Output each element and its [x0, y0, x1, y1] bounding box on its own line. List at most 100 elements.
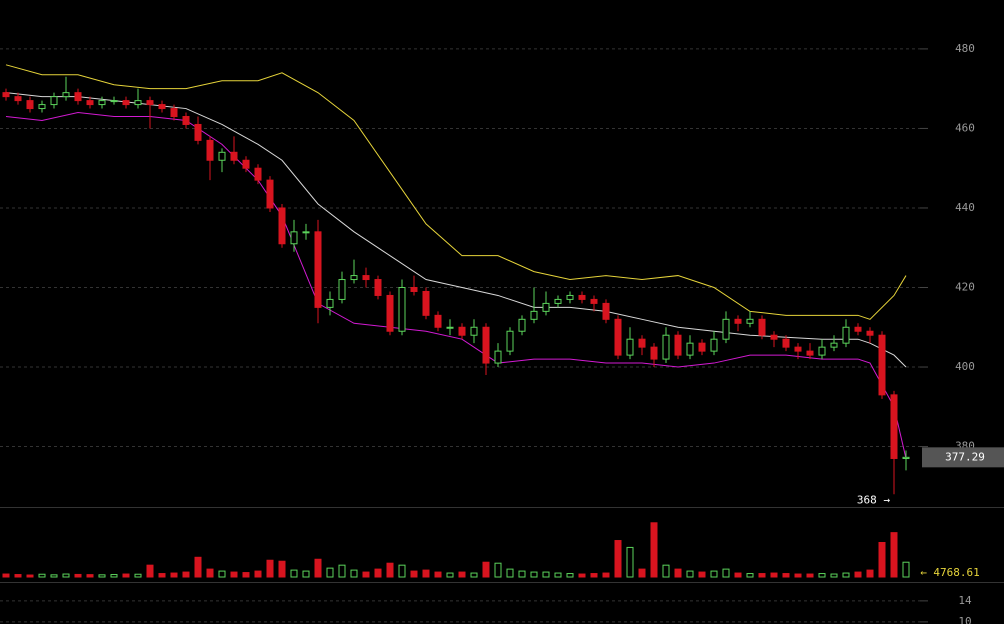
volume-bar [206, 568, 214, 578]
volume-bar [734, 572, 742, 578]
candle-body [242, 159, 250, 169]
candle-body [506, 330, 514, 352]
candle-body [902, 456, 910, 459]
volume-bar [230, 571, 238, 578]
volume-bar [662, 564, 670, 578]
volume-label: ← 4768.61 [920, 566, 980, 579]
volume-bar [374, 568, 382, 578]
volume-bar [254, 570, 262, 578]
volume-bar [698, 571, 706, 578]
candle-body [626, 338, 634, 356]
volume-bar [110, 574, 118, 578]
candle-body [842, 326, 850, 344]
y-tick-label: 400 [955, 360, 975, 373]
candle-body [170, 108, 178, 118]
low-annotation: 368 → [857, 493, 890, 506]
y-tick-label: 460 [955, 121, 975, 134]
volume-bar [482, 561, 490, 578]
volume-bar [326, 567, 334, 578]
candle-body [206, 139, 214, 161]
y-tick-label: 14 [958, 594, 972, 607]
candle-body [866, 330, 874, 336]
candle-body [50, 96, 58, 106]
volume-bar [746, 573, 754, 578]
candle-body [194, 123, 202, 141]
volume-bar [422, 569, 430, 578]
y-tick-label: 440 [955, 201, 975, 214]
candle-body [314, 231, 322, 308]
volume-bar [410, 570, 418, 578]
candle-body [578, 294, 586, 300]
volume-bar [902, 561, 910, 578]
volume-bar [758, 573, 766, 578]
volume-bar [614, 540, 622, 578]
candle-body [182, 116, 190, 125]
volume-bar [302, 570, 310, 578]
candle-body [2, 92, 10, 98]
volume-bar [626, 546, 634, 578]
candle-body [638, 338, 646, 348]
volume-bar [278, 560, 286, 578]
y-tick-label: 480 [955, 42, 975, 55]
volume-bar [710, 570, 718, 578]
volume-bar [878, 542, 886, 578]
volume-bar [890, 532, 898, 578]
volume-bar [86, 574, 94, 578]
candle-body [758, 318, 766, 336]
candle-body [350, 275, 358, 281]
volume-bar [170, 572, 178, 578]
volume-bar [806, 573, 814, 578]
candle-body [14, 96, 22, 102]
volume-bar [134, 573, 142, 578]
candle-body [830, 342, 838, 348]
candle-body [470, 326, 478, 336]
candle-body [818, 346, 826, 356]
volume-bar [338, 564, 346, 578]
candle-body [722, 318, 730, 340]
band-line [5, 64, 907, 320]
volume-bar [530, 571, 538, 578]
volume-bar [470, 572, 478, 578]
band-line [5, 92, 907, 368]
volume-bar [578, 573, 586, 578]
volume-bar [386, 562, 394, 578]
candle-body [890, 394, 898, 459]
candle-body [158, 104, 166, 110]
candle-body [698, 342, 706, 352]
volume-bar [50, 574, 58, 578]
volume-bar [854, 571, 862, 578]
volume-bar [554, 572, 562, 578]
candle-body [410, 286, 418, 292]
candle-body [650, 346, 658, 360]
y-tick-label: 10 [958, 615, 971, 624]
candle-body [446, 326, 454, 329]
candle-body [362, 275, 370, 281]
candle-body [782, 338, 790, 348]
candle-body [338, 279, 346, 300]
candle-body [218, 151, 226, 161]
candle-body [230, 151, 238, 161]
candle-body [794, 346, 802, 352]
candle-body [98, 100, 106, 106]
candle-body [878, 334, 886, 396]
volume-bar [122, 573, 130, 578]
volume-bar [650, 522, 658, 578]
volume-bar [674, 568, 682, 578]
candle-body [74, 92, 82, 102]
candle-body [38, 104, 46, 110]
candle-body [302, 231, 310, 234]
volume-bar [866, 569, 874, 578]
volume-bar [830, 573, 838, 578]
candle-body [374, 279, 382, 296]
volume-bar [638, 568, 646, 578]
last-price: 377.29 [945, 450, 985, 463]
volume-bar [782, 573, 790, 578]
volume-bar [98, 574, 106, 578]
candle-body [614, 318, 622, 356]
candle-body [434, 314, 442, 328]
volume-bar [218, 570, 226, 578]
volume-bar [362, 571, 370, 578]
candle-body [710, 338, 718, 352]
